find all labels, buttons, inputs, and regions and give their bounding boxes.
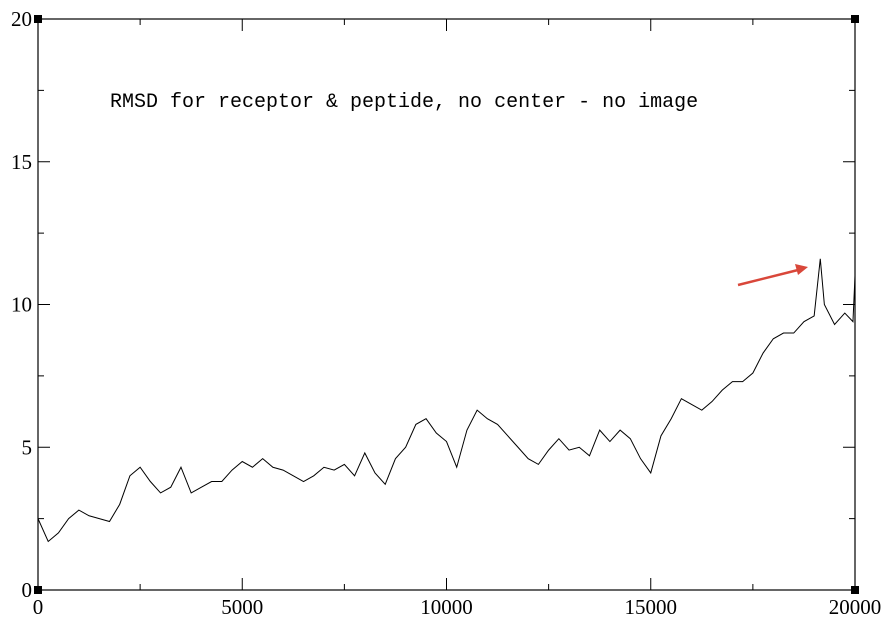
annotation: RMSD for receptor & peptide, no center -… <box>110 91 698 114</box>
x-tick-label: 0 <box>33 595 44 619</box>
data-line <box>37 258 856 543</box>
y-tick-label: 20 <box>11 7 32 31</box>
arrow <box>737 264 808 287</box>
x-tick-label: 20000 <box>829 595 882 619</box>
y-tick-label: 5 <box>22 435 33 459</box>
x-tick-label: 5000 <box>221 595 263 619</box>
x-tick-label: 15000 <box>625 595 678 619</box>
y-tick-label: 15 <box>11 150 32 174</box>
x-tick-label: 10000 <box>420 595 473 619</box>
y-tick-label: 0 <box>22 578 33 602</box>
arrow-head <box>795 264 808 275</box>
y-tick-label: 10 <box>11 293 32 317</box>
arrow-shaft <box>737 268 799 287</box>
